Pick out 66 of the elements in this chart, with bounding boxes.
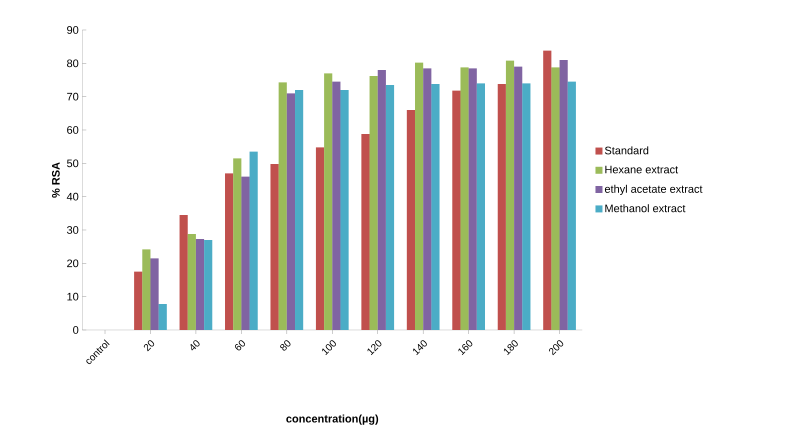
y-axis-title: % RSA bbox=[52, 162, 60, 198]
bar bbox=[522, 83, 530, 330]
bar bbox=[233, 158, 242, 330]
x-tick-label: 100 bbox=[322, 340, 336, 356]
x-tick-label: 80 bbox=[280, 340, 290, 351]
y-tick-label: 20 bbox=[67, 259, 78, 268]
y-tick-label: 80 bbox=[67, 59, 78, 68]
legend-label: ethyl acetate extract bbox=[604, 184, 702, 195]
bar bbox=[476, 83, 486, 330]
bar bbox=[134, 272, 142, 330]
bar bbox=[460, 67, 469, 330]
x-tick-label: 60 bbox=[234, 340, 246, 350]
bar bbox=[468, 68, 477, 330]
bar bbox=[225, 173, 234, 330]
x-tick-label: 40 bbox=[190, 340, 200, 350]
legend-label: Standard bbox=[604, 146, 648, 154]
bar bbox=[188, 234, 196, 330]
bar bbox=[286, 93, 296, 330]
bar bbox=[250, 152, 258, 330]
bar bbox=[423, 68, 432, 330]
x-tick-label: 120 bbox=[368, 340, 382, 356]
bar bbox=[196, 238, 204, 330]
bar bbox=[406, 110, 416, 330]
bar bbox=[158, 304, 167, 330]
y-tick-label: 50 bbox=[67, 159, 78, 168]
bar bbox=[150, 258, 159, 330]
bar bbox=[270, 164, 279, 330]
bar bbox=[142, 249, 150, 330]
y-tick-label: 60 bbox=[67, 126, 78, 134]
y-tick-label: 10 bbox=[67, 292, 78, 301]
x-tick-label: 180 bbox=[504, 340, 518, 356]
bar bbox=[543, 50, 552, 330]
bar bbox=[241, 176, 250, 330]
bar bbox=[278, 82, 287, 330]
bar bbox=[498, 84, 506, 330]
bar bbox=[340, 90, 349, 330]
bar bbox=[506, 60, 514, 330]
bar bbox=[378, 70, 386, 330]
bar bbox=[295, 90, 304, 330]
bar bbox=[551, 67, 560, 330]
bar bbox=[180, 214, 188, 330]
bar bbox=[431, 84, 440, 330]
bar bbox=[204, 240, 212, 330]
bar bbox=[560, 60, 568, 330]
bar bbox=[324, 73, 332, 330]
legend-label: Hexane extract bbox=[605, 166, 678, 174]
bar bbox=[514, 66, 522, 330]
legend-label: Methanol extract bbox=[605, 204, 686, 212]
bar bbox=[316, 147, 324, 330]
bar bbox=[386, 84, 394, 330]
bar bbox=[452, 90, 460, 330]
bar bbox=[361, 134, 370, 330]
bar bbox=[415, 62, 424, 330]
x-tick-label: 200 bbox=[549, 340, 564, 356]
bar bbox=[568, 82, 576, 330]
x-tick-label: 160 bbox=[458, 340, 472, 356]
x-tick-label: 140 bbox=[412, 340, 427, 356]
y-tick-label: 30 bbox=[66, 226, 78, 234]
bar bbox=[370, 76, 378, 330]
y-tick-label: 0 bbox=[73, 326, 78, 334]
y-tick-label: 90 bbox=[67, 26, 78, 34]
x-axis-title: concentration(µg) bbox=[286, 414, 378, 425]
bar bbox=[332, 82, 340, 330]
y-tick-label: 70 bbox=[67, 92, 78, 101]
y-tick-label: 40 bbox=[66, 192, 78, 201]
x-tick-label: 20 bbox=[144, 340, 154, 352]
